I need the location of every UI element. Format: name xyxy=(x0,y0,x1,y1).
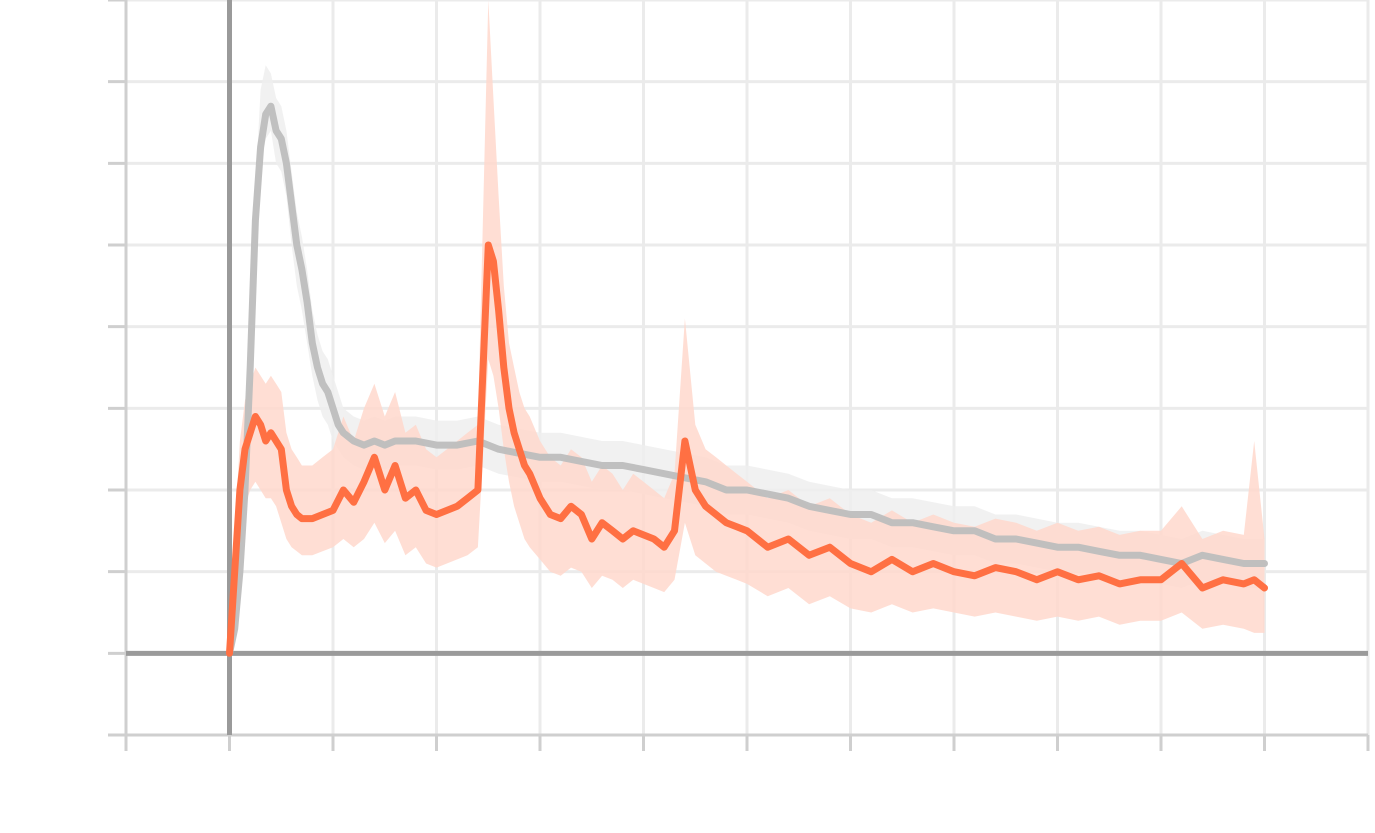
series-lines xyxy=(226,102,1268,657)
series-1-line xyxy=(226,241,1268,657)
series-1-band xyxy=(229,0,1265,654)
ticks xyxy=(108,0,1370,751)
confidence-bands xyxy=(229,0,1265,654)
series-0-line xyxy=(226,102,1268,657)
